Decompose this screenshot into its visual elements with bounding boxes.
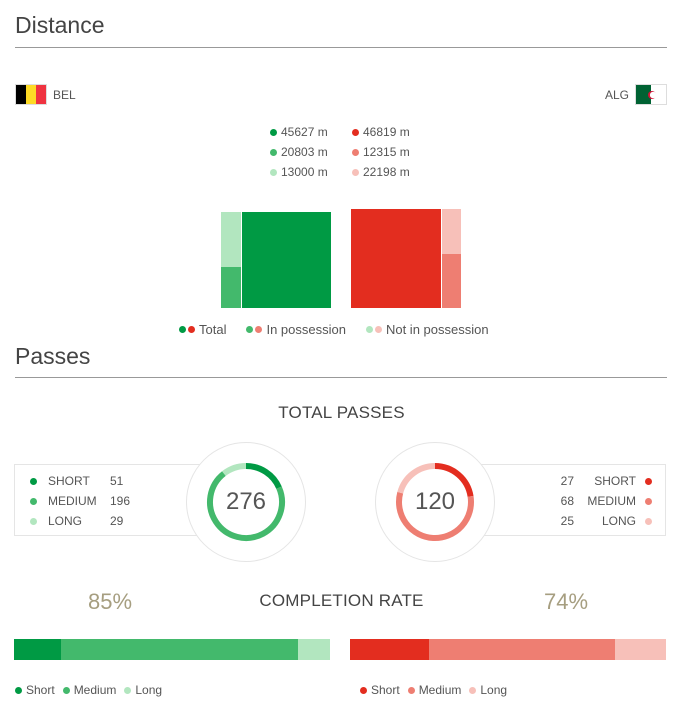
short-dot-icon <box>30 477 37 485</box>
home-pass-type-bar <box>14 639 330 660</box>
total-dot-icon <box>270 128 277 136</box>
away-medium-segment <box>429 639 615 660</box>
home-in-possession-block <box>221 267 241 308</box>
medium-dot-icon <box>62 686 70 694</box>
in-possession-dot-icon <box>352 148 359 156</box>
total-passes-label: TOTAL PASSES <box>278 403 405 422</box>
short-dot-icon <box>15 686 22 694</box>
legend-not-in-possession: Not in possession <box>365 322 489 337</box>
home-medium-row: MEDIUM 196 <box>30 491 130 511</box>
long-dot-icon <box>469 686 477 694</box>
not-in-possession-dot-icon <box>270 168 277 176</box>
away-donut-chart <box>396 463 474 541</box>
home-passes-donut: 276 <box>186 442 306 562</box>
home-in-possession-stat: 20803 m <box>270 142 328 162</box>
away-bar-legend: Short Medium Long <box>360 683 515 697</box>
away-legend-medium: Medium <box>407 683 461 697</box>
away-passes-breakdown: 27 SHORT 68 MEDIUM 25 LONG <box>540 471 652 531</box>
away-long-segment <box>615 639 666 660</box>
away-short-row: 27 SHORT <box>540 471 652 491</box>
donut-long-arc <box>222 463 247 477</box>
home-short-row: SHORT 51 <box>30 471 130 491</box>
donut-medium-arc <box>207 471 285 541</box>
home-passes-breakdown: SHORT 51 MEDIUM 196 LONG 29 <box>30 471 130 531</box>
distance-legend: Total In possession Not in possession <box>179 322 509 337</box>
short-dot-icon <box>645 477 652 485</box>
away-completion-rate: 74% <box>544 589 589 614</box>
donut-short-arc <box>434 463 474 497</box>
away-distance-stats: 46819 m 12315 m 22198 m <box>352 122 410 182</box>
long-dot-icon <box>645 517 652 525</box>
legend-in-possession: In possession <box>246 322 346 337</box>
away-short-segment <box>350 639 429 660</box>
passes-divider <box>15 377 667 378</box>
home-dot-icon <box>365 326 373 333</box>
home-donut-chart <box>207 463 285 541</box>
home-long-row: LONG 29 <box>30 511 130 531</box>
away-in-possession-stat: 12315 m <box>352 142 410 162</box>
away-dot-icon <box>374 326 382 333</box>
away-medium-row: 68 MEDIUM <box>540 491 652 511</box>
home-long-segment <box>298 639 330 660</box>
away-team-code: ALG <box>604 87 629 102</box>
in-possession-dot-icon <box>270 148 277 156</box>
donut-long-arc <box>397 463 436 494</box>
home-legend-medium: Medium <box>62 683 116 697</box>
total-dot-icon <box>352 128 359 136</box>
home-medium-segment <box>61 639 298 660</box>
away-dot-icon <box>188 326 195 333</box>
away-not-in-possession-block <box>442 209 461 254</box>
home-legend-short: Short <box>15 683 55 697</box>
distance-title: Distance <box>15 12 105 38</box>
home-not-in-possession-stat: 13000 m <box>270 162 328 182</box>
algeria-flag-icon <box>635 84 667 105</box>
away-in-possession-block <box>442 254 461 308</box>
away-total-stat: 46819 m <box>352 122 410 142</box>
home-dot-icon <box>246 326 254 333</box>
passes-title: Passes <box>15 343 91 369</box>
donut-short-arc <box>245 463 282 489</box>
medium-dot-icon <box>30 497 37 505</box>
long-dot-icon <box>30 517 37 525</box>
home-short-segment <box>14 639 61 660</box>
home-team-code: BEL <box>53 87 76 102</box>
away-team: ALG <box>605 84 667 105</box>
home-team: BEL <box>15 84 76 105</box>
completion-rate-label: COMPLETION RATE <box>259 591 424 610</box>
away-passes-donut: 120 <box>375 442 495 562</box>
legend-total: Total <box>179 322 226 337</box>
home-not-in-possession-block <box>221 212 241 267</box>
away-legend-short: Short <box>360 683 400 697</box>
away-legend-long: Long <box>469 683 507 697</box>
not-in-possession-dot-icon <box>352 168 359 176</box>
belgium-flag-icon <box>15 84 47 105</box>
medium-dot-icon <box>407 686 415 694</box>
away-pass-type-bar <box>350 639 666 660</box>
home-total-block <box>242 212 331 308</box>
home-distance-stats: 45627 m 20803 m 13000 m <box>270 122 328 182</box>
away-total-block <box>351 209 441 308</box>
home-bar-legend: Short Medium Long <box>15 683 170 697</box>
away-long-row: 25 LONG <box>540 511 652 531</box>
home-total-stat: 45627 m <box>270 122 328 142</box>
away-not-in-possession-stat: 22198 m <box>352 162 410 182</box>
home-dot-icon <box>179 326 186 333</box>
distance-divider <box>15 47 667 48</box>
away-dot-icon <box>255 326 263 333</box>
donut-medium-arc <box>396 491 474 541</box>
short-dot-icon <box>360 686 367 694</box>
medium-dot-icon <box>645 497 652 505</box>
away-total-passes: 120 <box>414 488 456 515</box>
long-dot-icon <box>124 686 132 694</box>
home-completion-rate: 85% <box>88 589 133 614</box>
home-legend-long: Long <box>124 683 162 697</box>
home-total-passes: 276 <box>225 488 267 515</box>
